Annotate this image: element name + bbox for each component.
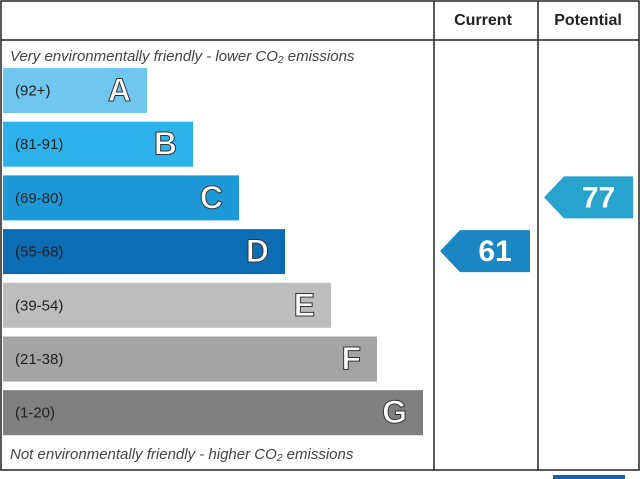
potential-value: 77	[582, 181, 615, 214]
band-letter: F	[341, 340, 361, 376]
current-value: 61	[478, 235, 511, 268]
decoration	[553, 475, 625, 479]
potential-header: Potential	[554, 12, 622, 29]
current-arrow	[440, 230, 530, 273]
band-range: (39-54)	[15, 297, 63, 314]
band-bar	[3, 390, 423, 436]
band-letter: C	[200, 179, 223, 215]
current-header: Current	[454, 12, 512, 29]
band-bar	[3, 282, 331, 328]
band-range: (1-20)	[15, 405, 55, 422]
band-bar	[3, 336, 377, 382]
band-letter: B	[154, 126, 177, 162]
band-letter: D	[246, 233, 269, 269]
band-bar	[3, 229, 285, 275]
top-note: Very environmentally friendly - lower CO…	[10, 48, 355, 65]
band-letter: A	[108, 72, 131, 108]
band-letter: G	[382, 394, 407, 430]
potential-arrow	[544, 176, 633, 219]
band-range: (69-80)	[15, 190, 63, 207]
band-bar	[3, 121, 193, 167]
band-range: (92+)	[15, 82, 50, 99]
band-letter: E	[294, 287, 315, 323]
band-bar	[3, 68, 147, 113]
band-range: (81-91)	[15, 136, 63, 153]
bottom-note: Not environmentally friendly - higher CO…	[10, 446, 354, 463]
band-range: (55-68)	[15, 244, 63, 261]
band-range: (21-38)	[15, 351, 63, 368]
band-bar	[3, 175, 239, 221]
